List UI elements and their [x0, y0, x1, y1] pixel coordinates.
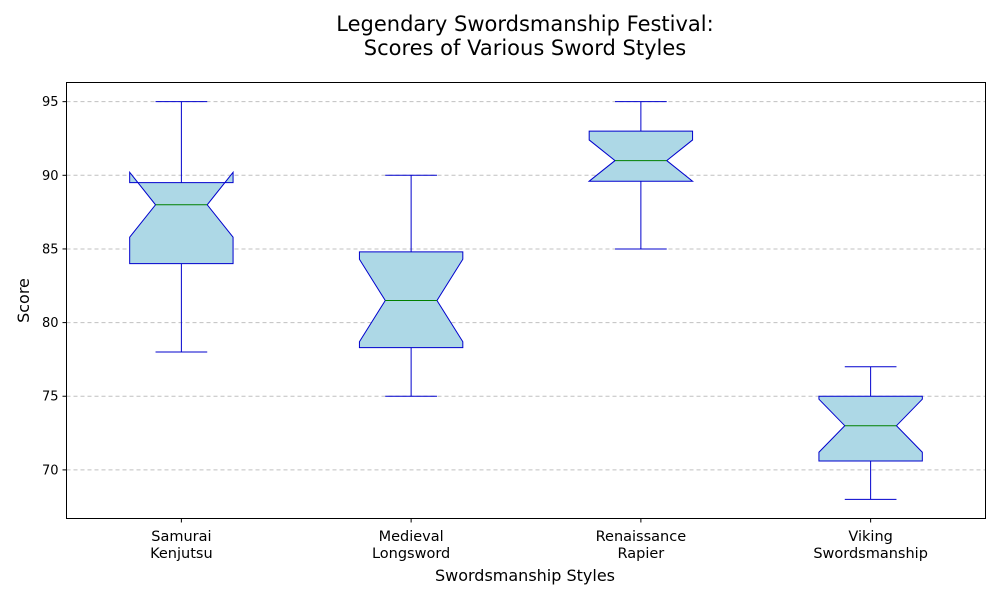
box-body — [818, 395, 923, 462]
box-group — [818, 366, 923, 500]
box-body — [129, 170, 234, 265]
x-tick-label: Kenjutsu — [150, 546, 213, 562]
x-tick-label: Swordsmanship — [813, 546, 928, 562]
x-tick-label: Renaissance — [596, 529, 687, 545]
y-axis-label: Score — [14, 278, 33, 323]
plot-frame — [66, 82, 986, 519]
y-tick-label: 90 — [42, 169, 59, 184]
box-group — [587, 101, 694, 250]
box-body — [358, 251, 464, 349]
box-body — [587, 130, 694, 182]
x-tick-label: Longsword — [372, 546, 450, 562]
x-tick-label: Rapier — [617, 546, 664, 562]
y-tick-label: 70 — [42, 463, 59, 478]
y-tick-label: 80 — [42, 316, 59, 331]
chart-title-line-2: Scores of Various Sword Styles — [364, 36, 687, 60]
boxes — [129, 101, 923, 500]
x-tick-label: Viking — [848, 529, 892, 545]
y-tick-label: 95 — [42, 95, 59, 110]
x-tick-label: Samurai — [151, 529, 211, 545]
y-axis-ticks: 70 75 80 85 90 95 — [42, 95, 67, 478]
x-axis-label: Swordsmanship Styles — [435, 566, 615, 585]
box-group — [358, 174, 464, 397]
y-tick-label: 75 — [42, 390, 59, 405]
y-tick-label: 85 — [42, 242, 59, 257]
box-group — [129, 101, 234, 353]
chart-title-line-1: Legendary Swordsmanship Festival: — [336, 12, 713, 36]
x-tick-label: Medieval — [379, 529, 444, 545]
